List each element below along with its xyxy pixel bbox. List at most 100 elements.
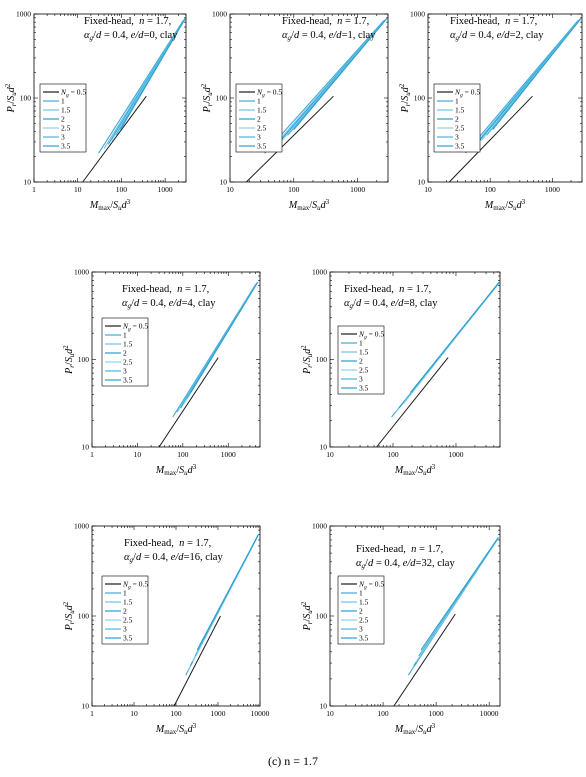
legend-label: Ng = 0.5: [358, 580, 384, 591]
legend: Ng = 0.511.522.533.5: [235, 83, 282, 153]
x-tick-label: 1000: [211, 709, 226, 718]
x-tick-label: 1: [32, 185, 36, 194]
legend-label: 1.5: [123, 340, 133, 349]
annotation-line-1: Fixed-head, n = 1.7,: [124, 538, 211, 549]
x-tick-label: 100: [288, 185, 300, 194]
x-tick-label: 10: [326, 709, 334, 718]
y-axis-label: Pr/Sud2: [200, 83, 214, 113]
x-tick-label: 10000: [480, 709, 499, 718]
y-tick-label: 1000: [16, 10, 31, 19]
y-tick-label: 100: [78, 355, 90, 364]
legend-box: [433, 83, 481, 153]
legend-label: 3.5: [257, 142, 267, 151]
x-tick-label: 1000: [429, 709, 444, 718]
annotation-line-2: αg/d = 0.4, e/d=8, clay: [344, 298, 438, 310]
series-line-ng-1: [98, 20, 184, 154]
y-tick-label: 10: [24, 178, 32, 187]
y-axis-label: Pr/Sud2: [300, 601, 314, 631]
y-tick-label: 100: [414, 94, 426, 103]
annotation-line-1: Fixed-head, n = 1.7,: [84, 16, 171, 27]
chart-panel-7: 10 100 1000 10000 10 100 1000 Mmax/Sud3 Pr/Sud2 F…: [300, 522, 501, 736]
y-tick-label: 100: [316, 612, 328, 621]
x-tick-label: 100: [170, 709, 182, 718]
legend-box: [101, 317, 149, 387]
annotation-line-1: Fixed-head, n = 1.7,: [450, 16, 537, 27]
series-line-ng-3.5: [410, 281, 500, 393]
legend-label: Ng = 0.5: [122, 322, 148, 333]
series-line-ng-0.5: [158, 357, 219, 448]
legend-label: 3: [359, 625, 363, 634]
x-tick-label: 100: [485, 185, 497, 194]
series-line-ng-3.5: [196, 534, 259, 651]
legend-label: 2.5: [257, 124, 267, 133]
y-tick-label: 1000: [410, 10, 425, 19]
x-tick-label: 1000: [350, 185, 365, 194]
annotation-line-2: αg/d = 0.4, e/d=32, clay: [356, 558, 455, 570]
annotation-line-1: Fixed-head, n = 1.7,: [282, 16, 369, 27]
legend-label: 1.5: [61, 106, 71, 115]
y-tick-label: 1000: [212, 10, 227, 19]
y-tick-label: 100: [20, 94, 32, 103]
y-axis-label: Pr/Sud2: [62, 345, 76, 375]
legend-label: 2: [359, 357, 363, 366]
x-axis-label: Mmax/Sud3: [288, 198, 330, 212]
legend-label: 2: [123, 349, 127, 358]
legend-label: 2.5: [359, 366, 369, 375]
x-tick-label: 1000: [545, 185, 560, 194]
y-tick-label: 100: [316, 355, 328, 364]
series-line-ng-1: [264, 20, 385, 154]
chart-panel-3: 10 100 1000 10 100 1000 Mmax/Sud3 Pr/Sud2 Fixed-…: [398, 10, 583, 212]
annotation-line-1: Fixed-head, n = 1.7,: [122, 284, 209, 295]
legend-label: 1.5: [359, 348, 369, 357]
legend-label: 3: [61, 133, 65, 142]
x-tick-label: 1000: [221, 450, 236, 459]
x-tick-label: 1000: [448, 450, 463, 459]
y-tick-label: 10: [82, 702, 90, 711]
y-tick-label: 10: [320, 702, 328, 711]
legend-label: 2: [359, 607, 363, 616]
legend-label: Ng = 0.5: [60, 88, 86, 99]
x-tick-label: 1: [90, 450, 94, 459]
x-tick-label: 100: [116, 185, 128, 194]
legend-label: 1: [123, 331, 127, 340]
legend-label: 1: [257, 97, 261, 106]
y-tick-label: 100: [78, 612, 90, 621]
legend-label: 1: [455, 97, 459, 106]
legend-label: 2.5: [359, 616, 369, 625]
legend-label: 1.5: [257, 106, 267, 115]
legend-box: [101, 575, 149, 645]
y-axis-label: Pr/Sud2: [62, 601, 76, 631]
x-tick-label: 10: [226, 185, 234, 194]
y-tick-label: 10: [220, 178, 228, 187]
legend-label: Ng = 0.5: [256, 88, 282, 99]
y-tick-label: 1000: [74, 268, 89, 277]
legend-label: 1.5: [359, 598, 369, 607]
legend-label: 2.5: [455, 124, 465, 133]
series-line-ng-0.5: [376, 357, 449, 448]
x-tick-label: 1: [90, 709, 94, 718]
annotation-line-2: αg/d = 0.4, e/d=1, clay: [282, 30, 376, 42]
annotation-line-1: Fixed-head, n = 1.7,: [344, 284, 431, 295]
chart-panel-1: 1 10 100 1000101001000Mmax/Sud3Pr/Sud2Fixed…: [4, 10, 187, 212]
legend-label: 1: [359, 589, 363, 598]
y-tick-label: 100: [216, 94, 228, 103]
legend: Ng = 0.511.522.533.5: [101, 317, 149, 387]
legend-label: 3: [455, 133, 459, 142]
legend-label: Ng = 0.5: [358, 330, 384, 341]
legend-label: 2.5: [61, 124, 71, 133]
x-tick-label: 100: [177, 450, 189, 459]
legend-label: Ng = 0.5: [122, 580, 148, 591]
legend-label: 2: [123, 607, 127, 616]
y-axis-label: Pr/Sud2: [398, 83, 412, 113]
chart-panel-5: 10 100 1000 10 100 1000 Mmax/Sud3 Pr/Sud2 Fixed-…: [300, 268, 501, 477]
x-axis-label: Mmax/Sud3: [394, 463, 436, 477]
legend: Ng = 0.511.522.533.5: [433, 83, 481, 153]
annotation-line-2: αg/d = 0.4, e/d=16, clay: [124, 552, 223, 564]
y-axis-label: Pr/Sud2: [4, 83, 18, 113]
x-axis-label: Mmax/Sud3: [484, 198, 526, 212]
series-line-ng-3.5: [190, 281, 259, 393]
x-tick-label: 10000: [251, 709, 270, 718]
legend-label: 2: [61, 115, 65, 124]
y-tick-label: 1000: [312, 268, 327, 277]
